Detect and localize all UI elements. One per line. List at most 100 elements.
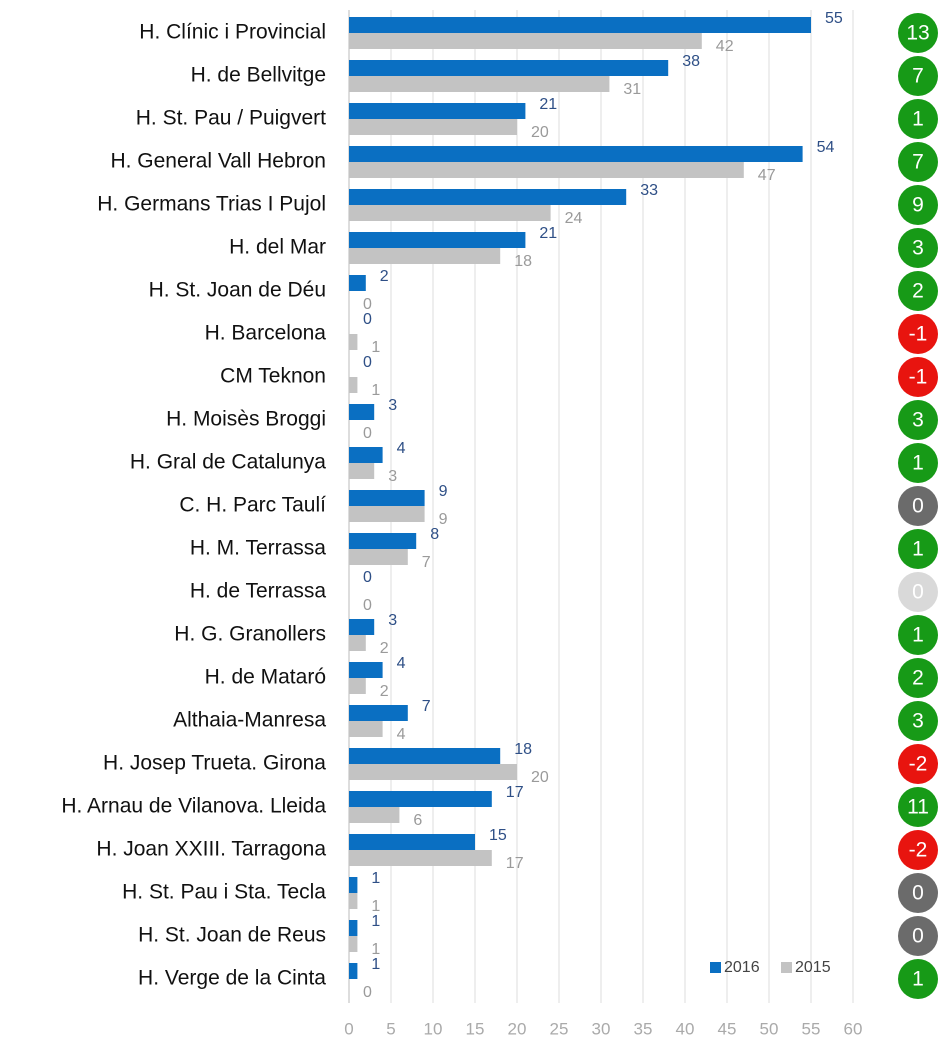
value-label: 17 xyxy=(506,784,524,801)
category-label: H. Barcelona xyxy=(205,322,327,345)
bar xyxy=(349,635,366,651)
value-label: 1 xyxy=(371,382,380,399)
bar xyxy=(349,146,803,162)
category-label: H. de Mataró xyxy=(205,666,326,689)
category-label: H. Verge de la Cinta xyxy=(138,967,326,990)
change-badge xyxy=(898,744,938,784)
category-label: H. Arnau de Vilanova. Lleida xyxy=(61,795,326,818)
value-label: 0 xyxy=(363,569,372,586)
change-badge xyxy=(898,56,938,96)
bar xyxy=(349,119,517,135)
bar xyxy=(349,721,383,737)
value-label: 4 xyxy=(397,655,406,672)
bar xyxy=(349,162,744,178)
change-badge xyxy=(898,572,938,612)
x-tick-label: 0 xyxy=(344,1019,353,1038)
category-label: H. Moisès Broggi xyxy=(166,408,326,431)
change-label: -2 xyxy=(909,839,928,862)
category-label: H. St. Pau i Sta. Tecla xyxy=(122,881,326,904)
bar xyxy=(349,748,501,764)
change-badge xyxy=(898,701,938,741)
value-label: 1 xyxy=(371,956,380,973)
bar xyxy=(349,549,408,565)
bar xyxy=(349,76,610,92)
category-label: C. H. Parc Taulí xyxy=(179,494,326,517)
change-label: 7 xyxy=(912,151,924,174)
x-tick-label: 10 xyxy=(424,1019,443,1038)
value-label: 54 xyxy=(817,139,835,156)
change-label: -2 xyxy=(909,753,928,776)
bar xyxy=(349,834,475,850)
change-label: -1 xyxy=(909,366,928,389)
bar xyxy=(349,33,702,49)
bar xyxy=(349,377,358,393)
change-label: 1 xyxy=(912,968,924,991)
category-label: H. M. Terrassa xyxy=(190,537,326,560)
x-tick-label: 20 xyxy=(508,1019,527,1038)
bar xyxy=(349,893,358,909)
value-label: 42 xyxy=(716,38,734,55)
bar xyxy=(349,60,669,76)
change-badge xyxy=(898,873,938,913)
change-badge xyxy=(898,142,938,182)
value-label: 18 xyxy=(514,253,532,270)
bar xyxy=(349,334,358,350)
bar xyxy=(349,936,358,952)
change-label: 1 xyxy=(912,108,924,131)
x-tick-label: 5 xyxy=(386,1019,395,1038)
legend-label: 2016 xyxy=(724,959,760,976)
value-label: 7 xyxy=(422,554,431,571)
bar xyxy=(349,205,551,221)
value-label: 20 xyxy=(531,124,549,141)
value-label: 55 xyxy=(825,10,843,27)
category-label: H. Gral de Catalunya xyxy=(130,451,326,474)
change-label: 3 xyxy=(912,409,924,432)
category-label: H. St. Pau / Puigvert xyxy=(136,107,326,130)
change-label: 13 xyxy=(906,22,929,45)
value-label: 9 xyxy=(439,511,448,528)
bar xyxy=(349,678,366,694)
bar xyxy=(349,533,417,549)
change-label: 0 xyxy=(912,581,924,604)
change-label: 11 xyxy=(907,796,929,819)
bar xyxy=(349,619,375,635)
bar xyxy=(349,17,811,33)
bar xyxy=(349,705,408,721)
change-label: 7 xyxy=(912,65,924,88)
change-label: -1 xyxy=(909,323,928,346)
category-label: H. G. Granollers xyxy=(174,623,326,646)
value-label: 7 xyxy=(422,698,431,715)
value-label: 1 xyxy=(371,870,380,887)
category-label: CM Teknon xyxy=(220,365,326,388)
x-tick-label: 60 xyxy=(844,1019,863,1038)
change-badge xyxy=(898,787,938,827)
change-badge xyxy=(898,314,938,354)
change-label: 1 xyxy=(912,624,924,647)
value-label: 3 xyxy=(388,468,397,485)
x-tick-label: 55 xyxy=(802,1019,821,1038)
x-tick-label: 25 xyxy=(550,1019,569,1038)
value-label: 2 xyxy=(380,640,389,657)
bar xyxy=(349,807,400,823)
bar xyxy=(349,920,358,936)
value-label: 1 xyxy=(371,941,380,958)
bar xyxy=(349,764,517,780)
change-badge xyxy=(898,959,938,999)
value-label: 2 xyxy=(380,268,389,285)
legend-swatch xyxy=(710,962,721,973)
change-badge xyxy=(898,486,938,526)
value-label: 33 xyxy=(640,182,658,199)
change-badge xyxy=(898,529,938,569)
category-label: H. de Bellvitge xyxy=(191,64,326,87)
value-label: 47 xyxy=(758,167,776,184)
value-label: 2 xyxy=(380,683,389,700)
category-label: H. St. Joan de Reus xyxy=(138,924,326,947)
change-badge xyxy=(898,400,938,440)
x-tick-label: 50 xyxy=(760,1019,779,1038)
value-label: 38 xyxy=(682,53,700,70)
change-badge xyxy=(898,185,938,225)
x-tick-label: 35 xyxy=(634,1019,653,1038)
x-tick-label: 30 xyxy=(592,1019,611,1038)
change-badge xyxy=(898,443,938,483)
